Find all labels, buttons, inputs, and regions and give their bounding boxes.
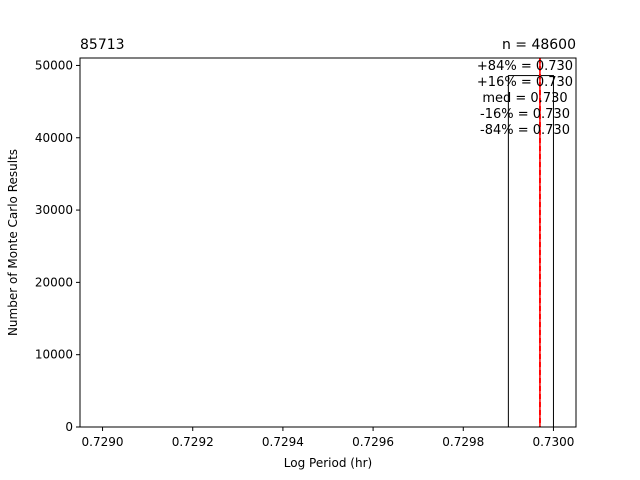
x-tick-label: 0.7298 [442, 435, 484, 449]
chart-title-right: n = 48600 [502, 37, 576, 53]
y-tick-label: 0 [65, 420, 73, 434]
y-axis-ticks: 0 10000 20000 30000 40000 50000 [35, 58, 80, 434]
percentile-annotation: +16% = 0.730 [477, 75, 573, 90]
percentile-annotation: med = 0.730 [482, 91, 567, 106]
x-tick-label: 0.7294 [262, 435, 304, 449]
percentile-annotation: +84% = 0.730 [477, 59, 573, 74]
x-tick-label: 0.7296 [352, 435, 394, 449]
y-axis-label: Number of Monte Carlo Results [6, 149, 20, 336]
y-tick-label: 30000 [35, 203, 73, 217]
y-tick-label: 50000 [35, 58, 73, 72]
plot-frame [79, 57, 577, 428]
chart-title-left: 85713 [80, 37, 125, 53]
x-axis-ticks: 0.7290 0.7292 0.7294 0.7296 0.7298 0.7300 [82, 427, 574, 449]
percentile-annotation: -16% = 0.730 [480, 107, 570, 122]
y-tick-label: 20000 [35, 275, 73, 289]
y-tick-label: 40000 [35, 131, 73, 145]
percentile-annotation: -84% = 0.730 [480, 123, 570, 138]
x-axis-label: Log Period (hr) [284, 456, 372, 470]
x-tick-label: 0.7292 [172, 435, 214, 449]
y-tick-label: 10000 [35, 348, 73, 362]
x-tick-label: 0.7290 [82, 435, 124, 449]
x-tick-label: 0.7300 [532, 435, 574, 449]
